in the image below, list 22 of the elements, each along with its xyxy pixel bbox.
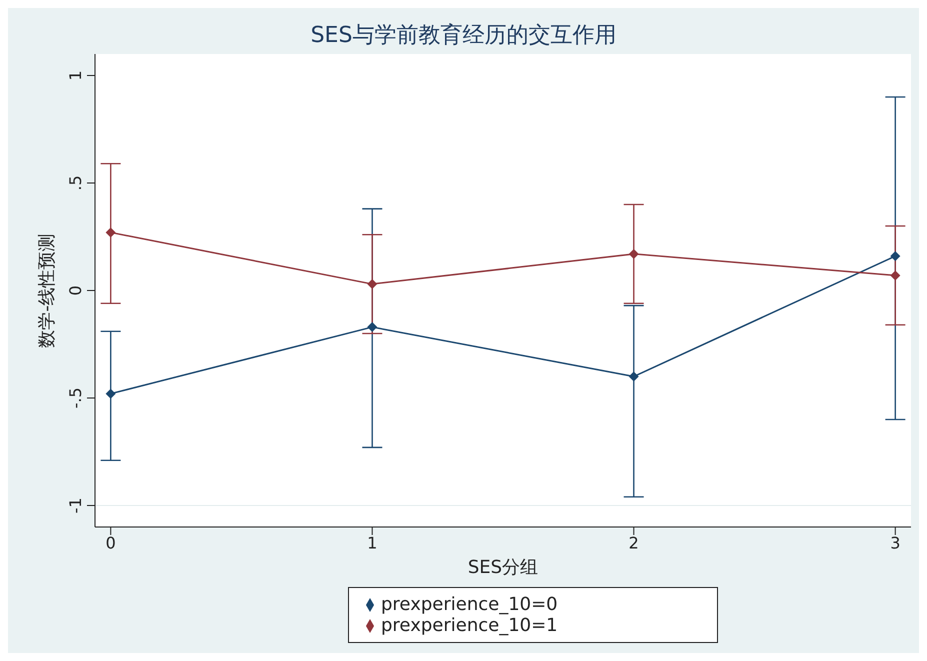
legend-label: prexperience_10=1: [381, 615, 558, 636]
x-axis-title: SES分组: [468, 557, 538, 578]
point: [106, 388, 116, 399]
x-tick-label: 1: [367, 533, 378, 552]
point: [628, 372, 639, 382]
y-tick-label: -.5: [66, 387, 85, 409]
point: [367, 279, 378, 290]
chart-title: SES与学前教育经历的交互作用: [310, 22, 618, 50]
point: [367, 322, 378, 332]
point: [890, 270, 900, 280]
point: [890, 251, 900, 262]
x-tick-label: 0: [106, 533, 116, 552]
point: [106, 227, 116, 238]
y-tick-label: 0: [66, 285, 85, 296]
legend-label: prexperience_10=0: [381, 594, 558, 615]
y-tick-label: -1: [66, 498, 85, 514]
x-tick-label: 3: [890, 533, 900, 552]
y-tick-label: .5: [66, 175, 85, 191]
y-axis-title: 数学-线性预测: [36, 233, 58, 348]
point: [628, 248, 639, 259]
x-tick-label: 2: [628, 533, 639, 552]
y-tick-label: 1: [66, 70, 85, 81]
